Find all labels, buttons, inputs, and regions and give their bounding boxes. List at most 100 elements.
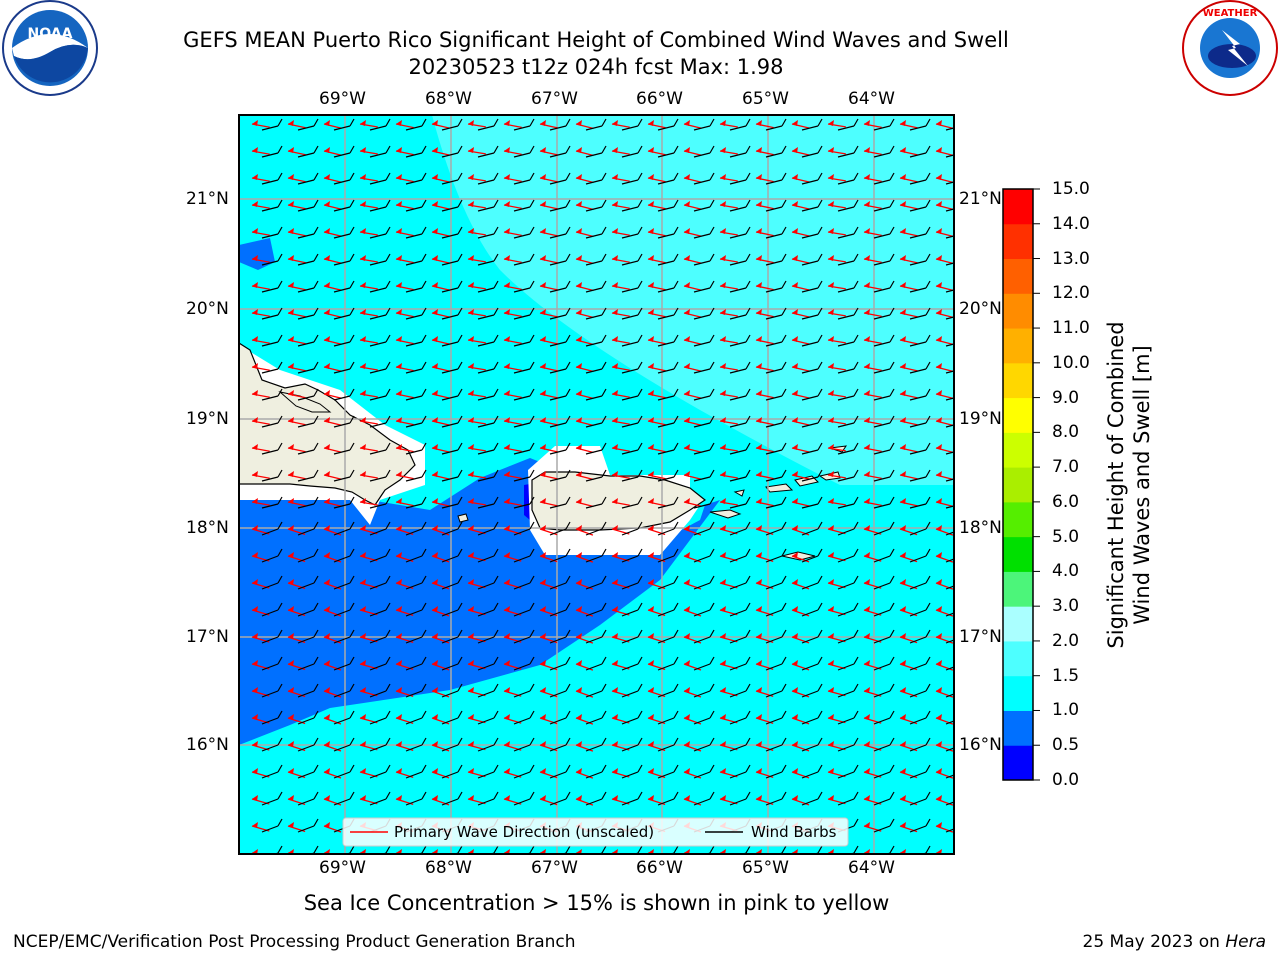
lat-tick-left: 19°N (186, 409, 229, 429)
wind-barb (441, 656, 463, 671)
wave-direction-arrowhead (756, 498, 762, 504)
wind-barb (837, 683, 859, 698)
wind-barb (297, 334, 319, 347)
wave-direction-arrowhead (828, 525, 834, 531)
wave-direction-arrowhead (576, 201, 582, 207)
wave-direction-arrowhead (792, 228, 798, 234)
wind-barb (945, 558, 954, 563)
wind-barb (693, 199, 715, 212)
wind-barb (693, 791, 715, 806)
wave-direction-arrowhead (648, 498, 654, 504)
wind-barb (513, 575, 535, 590)
colorbar-segment (1003, 293, 1033, 329)
wave-direction-arrowhead (684, 552, 690, 558)
wind-barb (621, 521, 643, 536)
colorbar-segment (1003, 189, 1033, 225)
wave-direction-arrowhead (504, 147, 510, 153)
wind-barb (621, 791, 643, 806)
wind-barb (873, 629, 895, 644)
wave-direction-arrowhead (468, 606, 474, 612)
wind-barb (333, 629, 355, 644)
lon-tick-top: 69°W (319, 89, 366, 109)
wind-barb (945, 505, 954, 509)
wind-barb (405, 791, 427, 806)
wind-barb (585, 442, 607, 455)
wave-direction-arrowhead (936, 282, 942, 288)
lat-tick-left: 18°N (186, 518, 229, 538)
wave-direction-arrowhead (864, 309, 870, 315)
wave-direction-arrowhead (756, 660, 762, 666)
wave-direction-arrowhead (828, 228, 834, 234)
wave-direction-arrowhead (288, 606, 294, 612)
wave-direction-arrowhead (756, 363, 762, 369)
wave-direction-arrowhead (936, 471, 942, 477)
wind-barb (873, 521, 895, 536)
wind-barb (525, 845, 535, 854)
wave-direction-arrowhead (864, 417, 870, 423)
wave-direction-arrowhead (828, 390, 834, 396)
wave-direction-arrowhead (828, 417, 834, 423)
wave-direction-arrowhead (504, 309, 510, 315)
wind-barb (261, 818, 283, 833)
wave-direction-arrowhead (252, 795, 258, 801)
colorbar-tick-label: 1.5 (1052, 665, 1080, 686)
wind-barb (945, 666, 954, 671)
wave-direction-arrowhead (684, 633, 690, 639)
wind-barb (945, 397, 954, 401)
wind-barb (441, 737, 463, 752)
wind-barb (909, 334, 931, 347)
wave-direction-arrowhead (504, 390, 510, 396)
wind-barb (513, 388, 535, 401)
wind-barb (585, 253, 607, 266)
wave-direction-arrowhead (864, 498, 870, 504)
wind-barb (513, 656, 535, 671)
wave-direction-arrowhead (396, 687, 402, 693)
wave-direction-arrowhead (720, 147, 726, 153)
wind-barb (801, 280, 823, 293)
wave-direction-arrowhead (756, 228, 762, 234)
colorbar-tick-label: 10.0 (1052, 352, 1090, 373)
wind-barb (657, 118, 679, 131)
wave-direction-arrowhead (828, 201, 834, 207)
wind-barb (513, 496, 535, 509)
wind-barb (441, 710, 463, 725)
wind-barb (453, 845, 463, 854)
wave-direction-arrowhead (684, 309, 690, 315)
wave-direction-arrowhead (684, 768, 690, 774)
wave-direction-arrowhead (504, 417, 510, 423)
wave-direction-arrowhead (756, 633, 762, 639)
wind-barb (621, 575, 643, 590)
wind-barb (405, 602, 427, 617)
wind-barb (837, 791, 859, 806)
wave-direction-arrowhead (540, 714, 546, 720)
colorbar-tick-label: 13.0 (1052, 248, 1090, 269)
wind-barb (945, 639, 954, 644)
wind-barb (333, 415, 355, 428)
wind-barb (621, 469, 643, 482)
wave-direction-arrowhead (648, 606, 654, 612)
wind-barb (441, 172, 463, 185)
wind-barb (837, 226, 859, 239)
wind-barb (513, 118, 535, 131)
wind-barb (549, 280, 571, 293)
wave-direction-arrowhead (468, 525, 474, 531)
wind-barb (693, 521, 715, 536)
wind-barb (513, 548, 535, 563)
wind-barb (765, 764, 787, 779)
wind-barb (801, 118, 823, 131)
wave-direction-arrowhead (684, 660, 690, 666)
wind-barb (333, 199, 355, 212)
wind-barb (369, 575, 391, 590)
wind-barb (333, 710, 355, 725)
wind-barb (297, 145, 319, 158)
wind-barb (585, 656, 607, 671)
wave-direction-arrowhead (468, 255, 474, 261)
wind-barb (417, 845, 427, 854)
wave-direction-arrowhead (324, 552, 330, 558)
wind-barb (477, 253, 499, 266)
wave-direction-arrowhead (720, 471, 726, 477)
wind-barb (549, 548, 571, 563)
wave-direction-arrowhead (504, 768, 510, 774)
wave-direction-arrowhead (576, 714, 582, 720)
